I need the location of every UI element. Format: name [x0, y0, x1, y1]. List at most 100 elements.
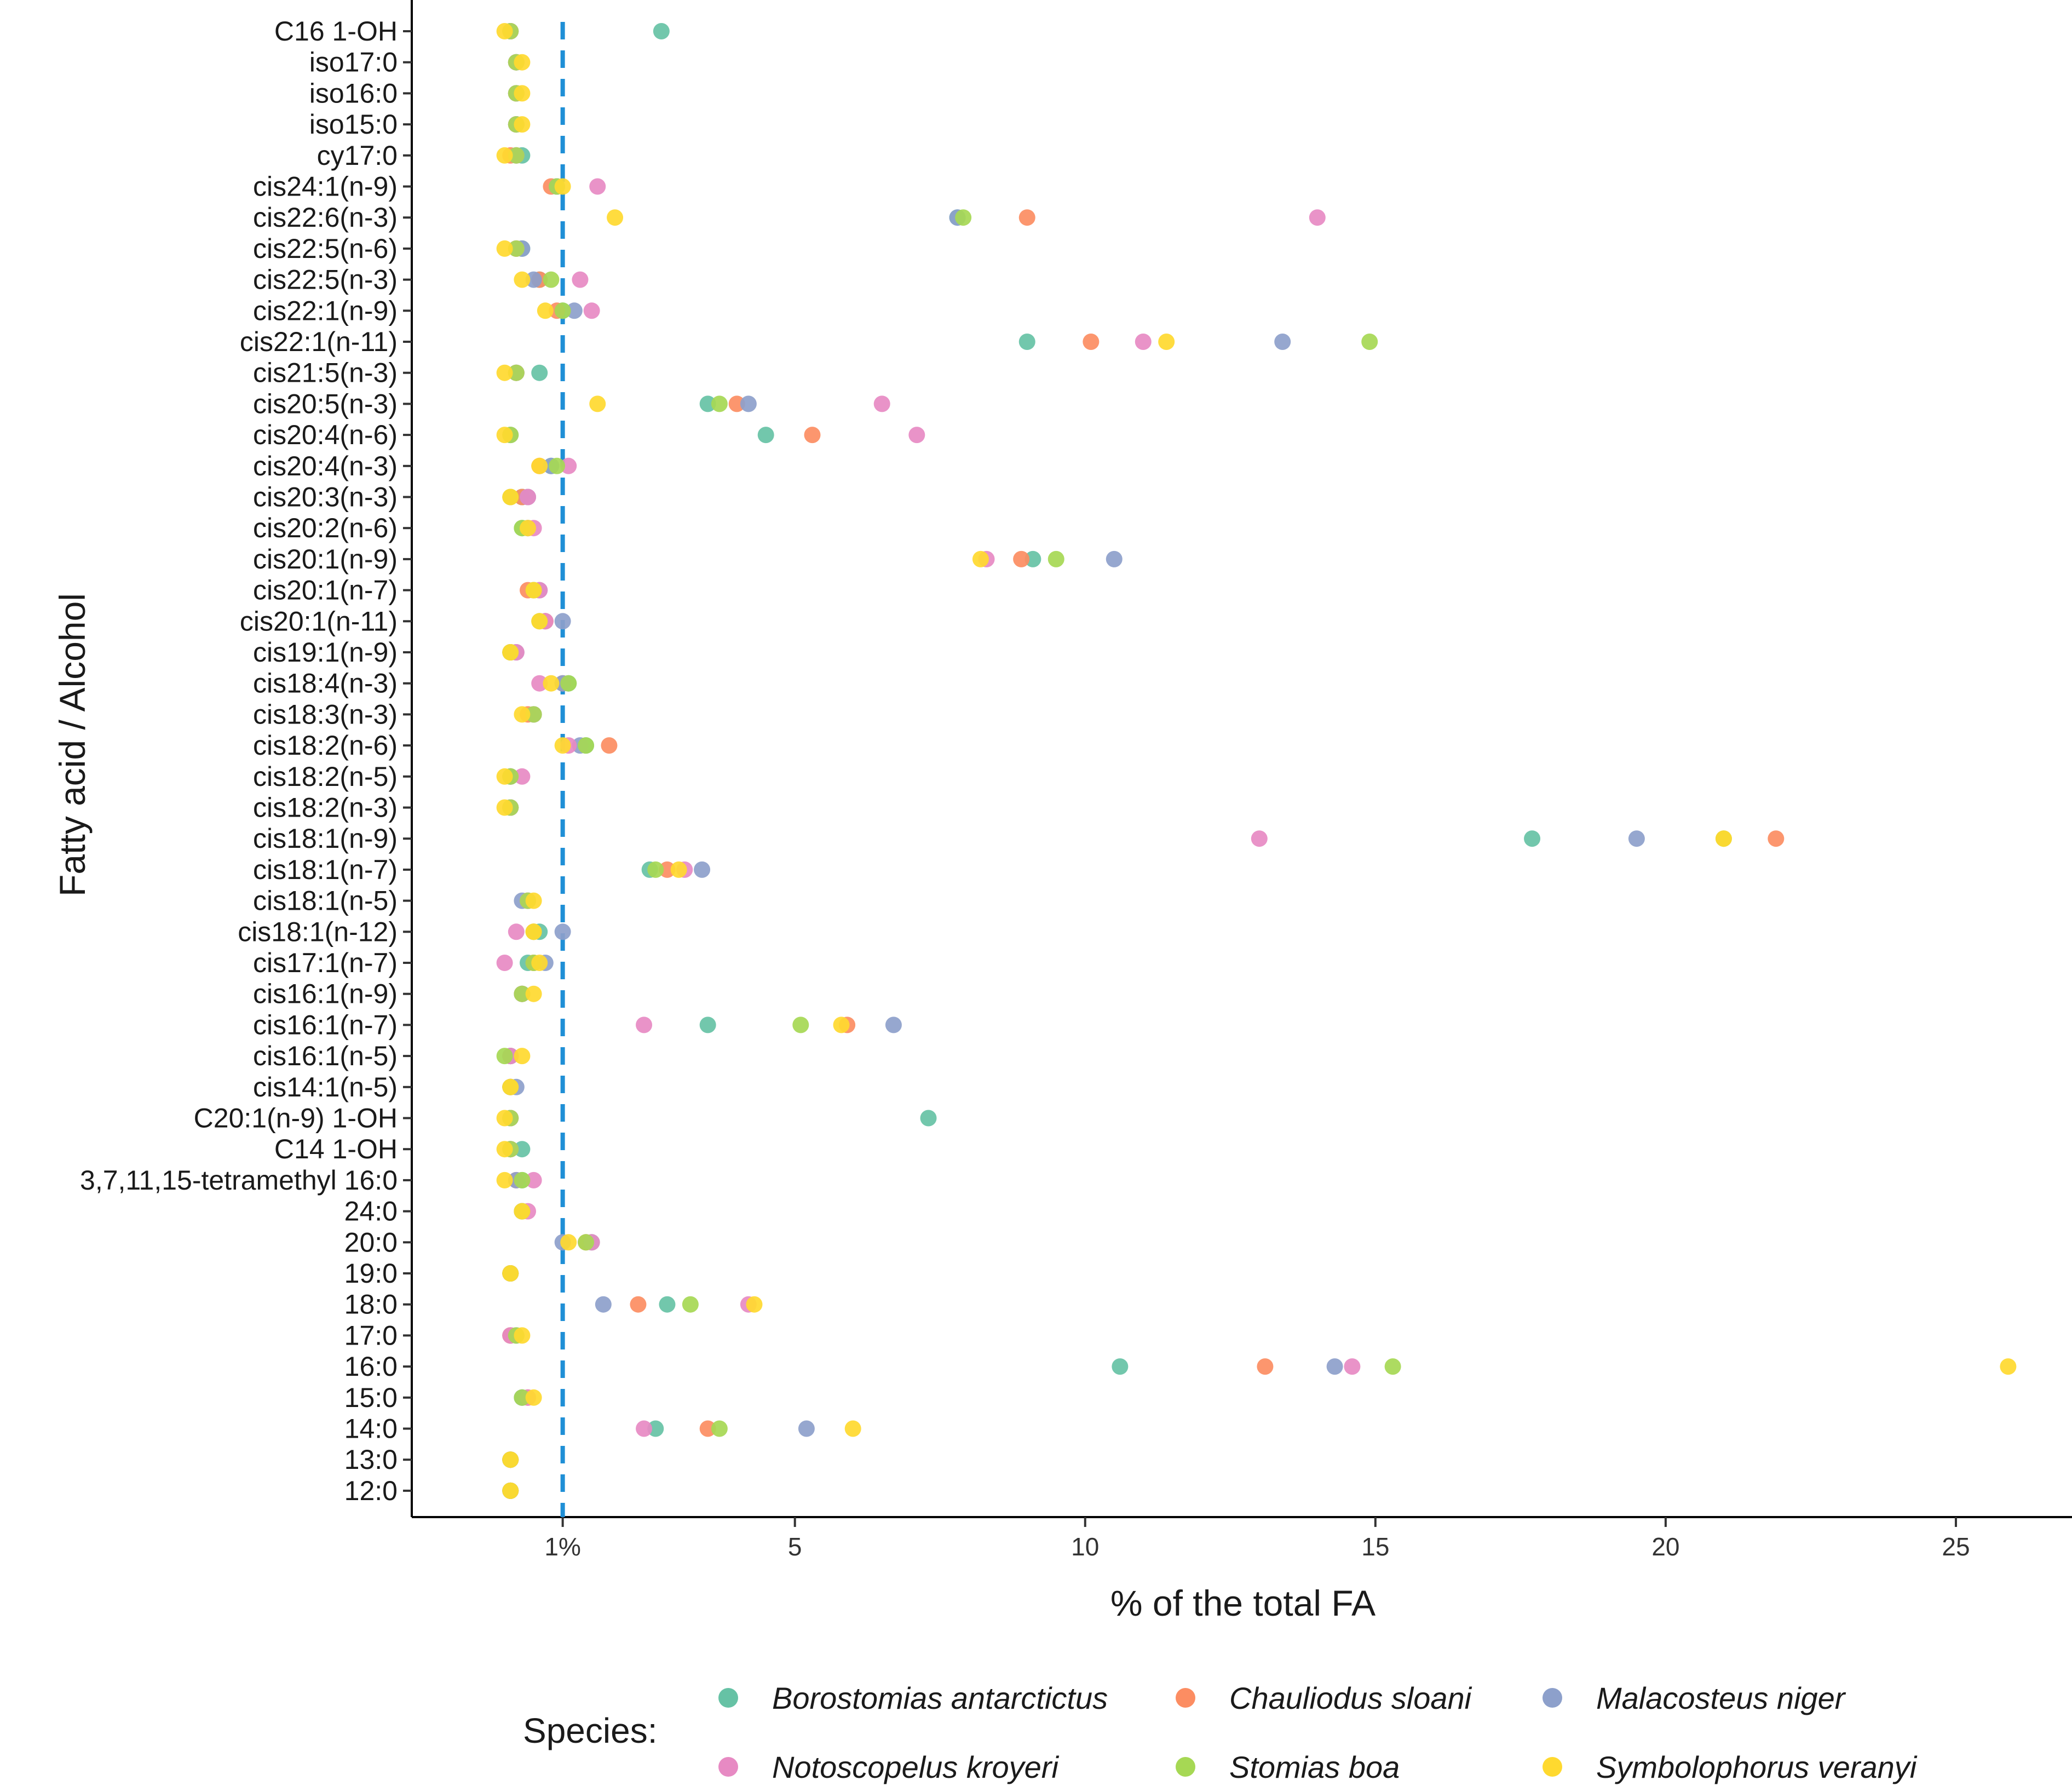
point-symbolophorus-veranyi: [554, 737, 571, 754]
point-chauliodus-sloani: [1013, 550, 1030, 567]
point-borostomias-antarctictus: [757, 427, 774, 444]
point-symbolophorus-veranyi: [496, 1141, 513, 1158]
y-category-label: cis14:1(n-5): [253, 1072, 398, 1102]
point-notoscopelus-kroyeri: [583, 302, 600, 319]
point-chauliodus-sloani: [601, 737, 618, 754]
point-symbolophorus-veranyi: [844, 1420, 861, 1437]
y-category-label: cis22:6(n-3): [253, 202, 398, 233]
point-borostomias-antarctictus: [647, 1420, 664, 1437]
point-symbolophorus-veranyi: [496, 1171, 513, 1188]
point-borostomias-antarctictus: [514, 1141, 531, 1158]
point-symbolophorus-veranyi: [833, 1017, 850, 1033]
y-category-label: cis18:4(n-3): [253, 668, 398, 699]
y-category-label: cis20:4(n-6): [253, 420, 398, 450]
y-category-label: cis22:1(n-11): [240, 326, 398, 357]
y-category-label: C16 1-OH: [274, 16, 398, 47]
point-notoscopelus-kroyeri: [1309, 209, 1326, 226]
y-category-label: cis18:2(n-3): [253, 792, 398, 823]
y-category-label: 15:0: [344, 1382, 398, 1413]
x-tick-label: 15: [1361, 1532, 1389, 1561]
point-chauliodus-sloani: [1257, 1358, 1274, 1375]
point-notoscopelus-kroyeri: [520, 489, 537, 506]
point-malacosteus-niger: [554, 613, 571, 630]
point-notoscopelus-kroyeri: [1344, 1358, 1361, 1375]
x-tick-label: 20: [1651, 1532, 1679, 1561]
x-tick-label: 10: [1071, 1532, 1099, 1561]
point-notoscopelus-kroyeri: [560, 457, 577, 474]
y-category-label: cis18:2(n-5): [253, 761, 398, 792]
point-stomias-boa: [1384, 1358, 1401, 1375]
point-borostomias-antarctictus: [1524, 830, 1541, 847]
point-stomias-boa: [578, 1234, 595, 1251]
point-stomias-boa: [508, 364, 525, 381]
point-notoscopelus-kroyeri: [514, 768, 531, 785]
point-stomias-boa: [496, 1048, 513, 1065]
point-symbolophorus-veranyi: [514, 1203, 531, 1220]
point-symbolophorus-veranyi: [502, 1451, 519, 1468]
point-symbolophorus-veranyi: [514, 706, 531, 723]
point-stomias-boa: [1047, 550, 1064, 567]
legend-label: Stomias boa: [1229, 1750, 1400, 1784]
point-symbolophorus-veranyi: [502, 1265, 519, 1282]
y-category-label: iso15:0: [309, 109, 398, 140]
point-borostomias-antarctictus: [1025, 550, 1041, 567]
point-stomias-boa: [543, 271, 560, 288]
point-symbolophorus-veranyi: [525, 985, 542, 1002]
y-category-label: 13:0: [344, 1444, 398, 1475]
y-category-label: cis22:1(n-9): [253, 295, 398, 326]
y-category-label: cis20:1(n-9): [253, 544, 398, 575]
y-category-label: 16:0: [344, 1351, 398, 1382]
point-symbolophorus-veranyi: [543, 675, 560, 692]
point-symbolophorus-veranyi: [537, 302, 554, 319]
x-tick-label: 1%: [544, 1532, 580, 1561]
y-category-label: cis24:1(n-9): [253, 171, 398, 202]
point-borostomias-antarctictus: [659, 1296, 676, 1313]
point-stomias-boa: [955, 209, 972, 226]
point-malacosteus-niger: [554, 923, 571, 940]
y-category-label: cis16:1(n-5): [253, 1041, 398, 1071]
point-stomias-boa: [647, 861, 664, 878]
y-category-label: 24:0: [344, 1196, 398, 1227]
point-malacosteus-niger: [1628, 830, 1645, 847]
point-notoscopelus-kroyeri: [1135, 334, 1152, 350]
y-category-label: cis18:1(n-9): [253, 823, 398, 854]
point-stomias-boa: [711, 1420, 728, 1437]
point-malacosteus-niger: [1106, 550, 1123, 567]
point-notoscopelus-kroyeri: [589, 178, 606, 195]
legend-key: [1176, 1757, 1195, 1777]
legend-title: Species:: [523, 1711, 657, 1750]
y-category-label: cis20:1(n-7): [253, 575, 398, 606]
point-chauliodus-sloani: [630, 1296, 647, 1313]
point-symbolophorus-veranyi: [525, 1389, 542, 1406]
point-notoscopelus-kroyeri: [636, 1420, 653, 1437]
point-notoscopelus-kroyeri: [508, 923, 525, 940]
point-symbolophorus-veranyi: [496, 23, 513, 39]
point-chauliodus-sloani: [1768, 830, 1785, 847]
y-category-label: cis20:4(n-3): [253, 451, 398, 481]
point-malacosteus-niger: [1274, 334, 1291, 350]
point-notoscopelus-kroyeri: [908, 427, 925, 444]
point-symbolophorus-veranyi: [560, 1234, 577, 1251]
y-category-label: cis20:3(n-3): [253, 482, 398, 513]
point-symbolophorus-veranyi: [496, 1110, 513, 1127]
y-category-label: 20:0: [344, 1227, 398, 1257]
point-malacosteus-niger: [694, 861, 711, 878]
x-axis-title: % of the total FA: [1110, 1583, 1375, 1623]
point-notoscopelus-kroyeri: [496, 955, 513, 971]
y-category-label: cis19:1(n-9): [253, 637, 398, 668]
legend-key: [1543, 1757, 1562, 1777]
y-category-label: cis21:5(n-3): [253, 358, 398, 388]
y-category-label: cis20:1(n-11): [240, 606, 398, 636]
legend: Species: Borostomias antarctictus Chaulio…: [523, 1681, 1918, 1784]
legend-label: Notoscopelus kroyeri: [772, 1750, 1059, 1784]
point-malacosteus-niger: [740, 395, 757, 412]
point-chauliodus-sloani: [1083, 334, 1100, 350]
point-borostomias-antarctictus: [1112, 1358, 1129, 1375]
y-category-label: C14 1-OH: [274, 1134, 398, 1164]
point-symbolophorus-veranyi: [502, 1078, 519, 1095]
point-symbolophorus-veranyi: [502, 489, 519, 506]
point-symbolophorus-veranyi: [496, 427, 513, 444]
y-category-label: cis18:1(n-7): [253, 854, 398, 885]
point-stomias-boa: [508, 147, 525, 164]
